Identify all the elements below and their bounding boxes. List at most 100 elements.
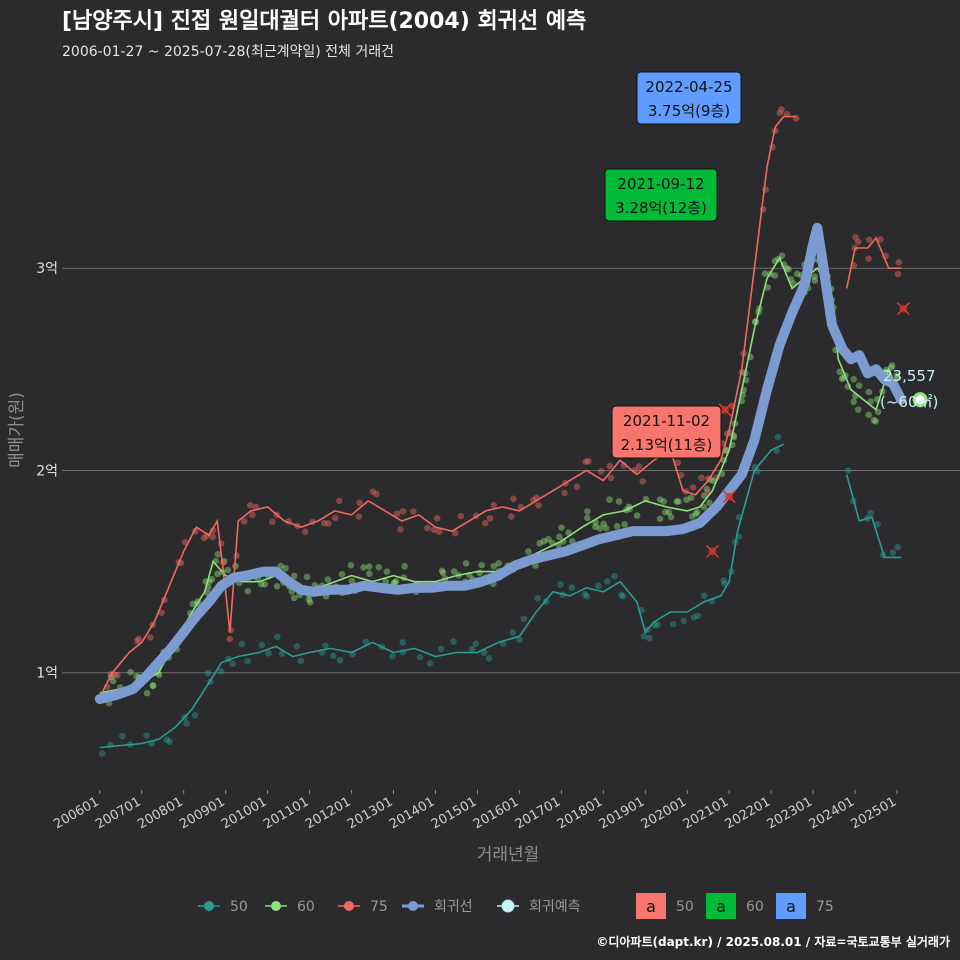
scatter-point (478, 561, 485, 569)
scatter-point (324, 576, 332, 583)
y-axis-title: 매매가(원) (7, 392, 27, 468)
scatter-point (258, 641, 266, 649)
scatter-point (457, 512, 465, 520)
scatter-point (838, 375, 846, 383)
scatter-point (690, 614, 698, 621)
scatter-point (149, 682, 157, 690)
scatter-point (472, 640, 480, 648)
scatter-point (618, 591, 625, 599)
scatter-point (209, 533, 216, 541)
scatter-point (290, 572, 298, 580)
y-tick-label: 2억 (36, 463, 58, 479)
legend-label: 75 (370, 899, 388, 915)
scatter-point (365, 563, 373, 571)
scatter-point (149, 682, 157, 689)
callout-2021-11-02: 2021-11-02 2.13억(11층) (611, 405, 722, 459)
x-axis-title: 거래년월 (477, 845, 540, 865)
legend-item-회귀선: 회귀선 (402, 899, 473, 915)
scatter-point (606, 462, 614, 470)
callout-labels: 2022-04-253.75억(9층)2021-09-123.28억(12층)2… (604, 71, 742, 459)
scatter-point (865, 411, 873, 419)
x-tick-label: 201101 (261, 794, 311, 832)
scatter-point (450, 568, 458, 575)
scatter-point (615, 498, 623, 505)
scatter-point (689, 484, 697, 491)
scatter-point (507, 513, 515, 520)
scatter-point (764, 284, 772, 291)
scatter-point (646, 634, 653, 642)
scatter-point (393, 510, 401, 518)
legend-item-50: 50 (198, 899, 248, 915)
scatter-point (158, 609, 165, 616)
scatter-point (462, 560, 470, 567)
forecast-value-label: 23,557 (883, 367, 936, 385)
series-line-75 (99, 115, 797, 698)
forecast-point (912, 392, 928, 408)
forecast-group: 23,557 (~60㎡) (880, 367, 938, 411)
callout-value: 3.28억(12층) (615, 199, 707, 217)
scatter-point (600, 520, 607, 528)
scatter-point (273, 582, 281, 590)
scatter-point (865, 388, 873, 396)
scatter-point (619, 593, 627, 600)
scatter-point (785, 265, 792, 273)
scatter-point (426, 660, 434, 667)
scatter-point (274, 633, 281, 641)
scatter-point (410, 508, 417, 515)
scatter-point (558, 524, 565, 531)
scatter-point (667, 513, 675, 521)
y-axis-ticks: 1억 2억 3억 (36, 261, 58, 681)
legend-box-swatch (706, 893, 736, 919)
scatter-point (438, 567, 446, 575)
scatter-point (516, 636, 523, 643)
scatter-point (183, 720, 190, 727)
scatter-point (581, 591, 589, 598)
scatter-point (654, 621, 661, 629)
scatter-point (776, 109, 784, 117)
scatter-point (568, 537, 576, 545)
scatter-point (635, 463, 643, 470)
scatter-point (336, 656, 344, 664)
scatter-point (692, 510, 700, 518)
x-tick-label: 200801 (135, 794, 185, 832)
scatter-point (303, 573, 311, 581)
scatter-point (437, 645, 445, 653)
scatter-point (297, 657, 304, 665)
scatter-point (603, 578, 611, 585)
x-tick-label: 201801 (555, 794, 605, 832)
scatter-point (355, 513, 363, 520)
scatter-point (322, 642, 329, 649)
scatter-point (325, 520, 332, 527)
scatter-point (536, 539, 543, 547)
scatter-point (545, 535, 552, 543)
scatter-point (389, 652, 396, 660)
scatter-point (694, 612, 702, 620)
scatter-point (703, 485, 711, 493)
scatter-point (520, 615, 528, 623)
x-tick-label: 202201 (723, 794, 773, 832)
scatter-point (850, 375, 858, 383)
scatter-point (490, 562, 498, 570)
scatter-point (778, 252, 786, 260)
scatter-point (613, 522, 621, 530)
legend: 50 60 75 회귀선 회귀예측 a 50 a 60 a 75 (198, 893, 834, 919)
scatter-point (720, 577, 727, 584)
scatter-point (189, 600, 197, 608)
scatter-point (347, 561, 355, 569)
scatter-point (774, 433, 782, 441)
scatter-point (700, 503, 708, 511)
scatter-point (200, 534, 208, 542)
callout-2021-09-12: 2021-09-12 3.28억(12층) (604, 168, 718, 222)
scatter-point (490, 501, 498, 509)
scatter-point (680, 617, 688, 625)
scatter-point (894, 544, 901, 551)
x-tick-label: 202001 (639, 794, 689, 832)
scatter-point (277, 562, 285, 570)
scatter-point (656, 496, 664, 503)
scatter-point (811, 273, 818, 280)
scatter-point (435, 528, 443, 535)
x-tick-label: 201001 (219, 794, 269, 832)
cancelled-mark-x (896, 302, 910, 316)
scatter-point (430, 526, 438, 533)
scatter-point (416, 653, 424, 661)
